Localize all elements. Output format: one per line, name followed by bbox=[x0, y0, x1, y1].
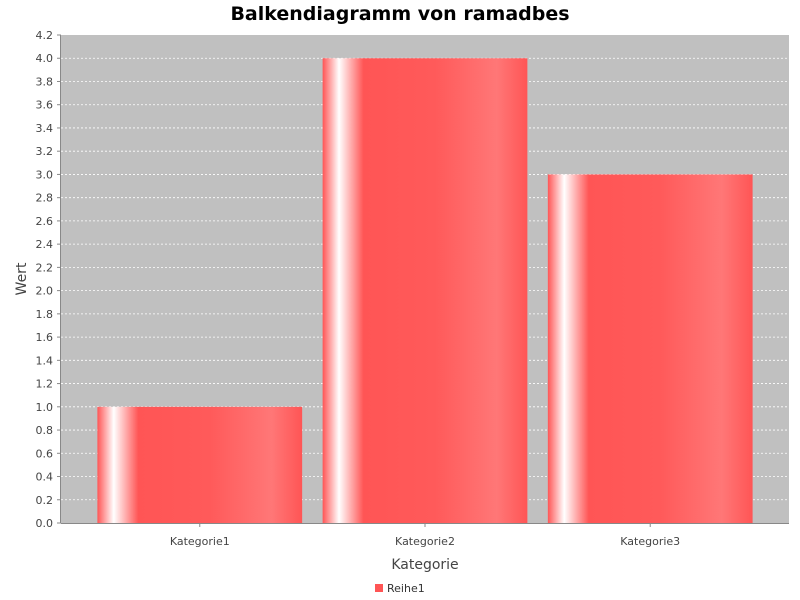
legend: Reihe1 bbox=[375, 582, 425, 595]
y-tick-label: 4.2 bbox=[36, 29, 54, 42]
legend-swatch bbox=[375, 584, 383, 592]
y-tick-label: 1.4 bbox=[36, 354, 54, 367]
y-tick-label: 2.6 bbox=[36, 215, 54, 228]
y-tick-label: 1.6 bbox=[36, 331, 54, 344]
y-tick-label: 1.2 bbox=[36, 378, 54, 391]
y-tick-label: 3.0 bbox=[36, 168, 54, 181]
y-tick-label: 0.8 bbox=[36, 424, 54, 437]
bars bbox=[97, 58, 753, 523]
y-tick-label: 3.6 bbox=[36, 99, 54, 112]
y-tick-label: 2.8 bbox=[36, 192, 54, 205]
y-tick-label: 0.6 bbox=[36, 447, 54, 460]
x-tick-label: Kategorie3 bbox=[620, 535, 680, 548]
legend-label: Reihe1 bbox=[387, 582, 425, 595]
x-axis-label: Kategorie bbox=[391, 557, 458, 573]
y-tick-label: 0.2 bbox=[36, 494, 54, 507]
axes: 0.0 0.2 0.4 0.6 0.8 1.0 1.2 1.4 1.6 1.8 2.0 2.2 2.4 2… bbox=[36, 29, 789, 548]
y-tick-label: 4.0 bbox=[36, 52, 54, 65]
y-tick-label: 3.4 bbox=[36, 122, 54, 135]
bar bbox=[547, 174, 753, 523]
y-tick-label: 1.8 bbox=[36, 308, 54, 321]
y-tick-label: 2.4 bbox=[36, 238, 54, 251]
bar bbox=[97, 406, 303, 523]
y-tick-label: 3.2 bbox=[36, 145, 54, 158]
y-tick-label: 3.8 bbox=[36, 75, 54, 88]
x-tick-label: Kategorie1 bbox=[170, 535, 230, 548]
y-tick-label: 0.0 bbox=[36, 517, 54, 530]
bar bbox=[322, 58, 528, 523]
y-tick-label: 2.0 bbox=[36, 285, 54, 298]
y-tick-label: 2.2 bbox=[36, 261, 54, 274]
y-tick-label: 0.4 bbox=[36, 471, 54, 484]
x-tick-label: Kategorie2 bbox=[395, 535, 455, 548]
y-tick-label: 1.0 bbox=[36, 401, 54, 414]
y-axis-label: Wert bbox=[14, 262, 30, 295]
chart-title: Balkendiagramm von ramadbes bbox=[230, 3, 570, 25]
